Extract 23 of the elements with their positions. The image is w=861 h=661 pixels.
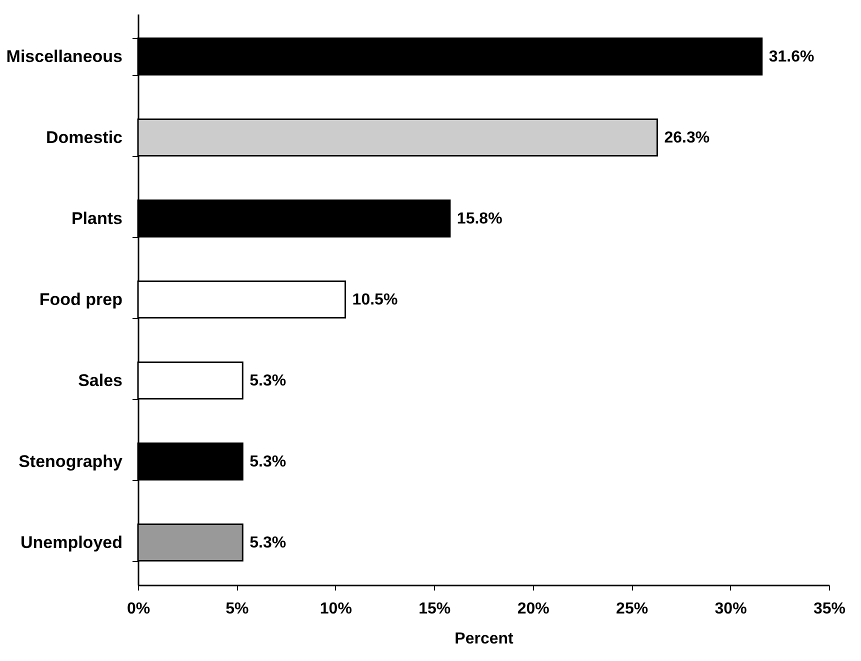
data-label: 26.3% xyxy=(664,130,710,147)
y-tick-label: Sales xyxy=(78,370,122,390)
data-label: 5.3% xyxy=(250,534,286,552)
y-tick-label: Food prep xyxy=(39,290,122,309)
x-tick-label: 35% xyxy=(813,600,846,618)
x-tick-label: 20% xyxy=(517,600,550,618)
y-tick-label: Plants xyxy=(71,209,122,228)
y-tick-label: Domestic xyxy=(46,128,122,148)
x-tick-label: 15% xyxy=(418,600,451,618)
y-tick-label: Stenography xyxy=(18,452,124,471)
data-label: 5.3% xyxy=(250,372,286,390)
x-tick-label: 30% xyxy=(714,600,747,618)
data-label: 31.6% xyxy=(768,48,814,66)
data-label: 15.8% xyxy=(456,210,502,228)
x-axis-title: Percent xyxy=(454,630,514,648)
y-tick-label: Miscellaneous xyxy=(6,47,122,66)
x-tick-label: 10% xyxy=(320,600,352,618)
data-label: 10.5% xyxy=(352,292,398,308)
y-tick-label: Unemployed xyxy=(20,532,122,552)
x-tick-label: 25% xyxy=(616,600,648,618)
x-tick-label: 5% xyxy=(226,600,249,618)
x-tick-label: 0% xyxy=(126,600,150,618)
data-label: 5.3% xyxy=(250,453,286,470)
